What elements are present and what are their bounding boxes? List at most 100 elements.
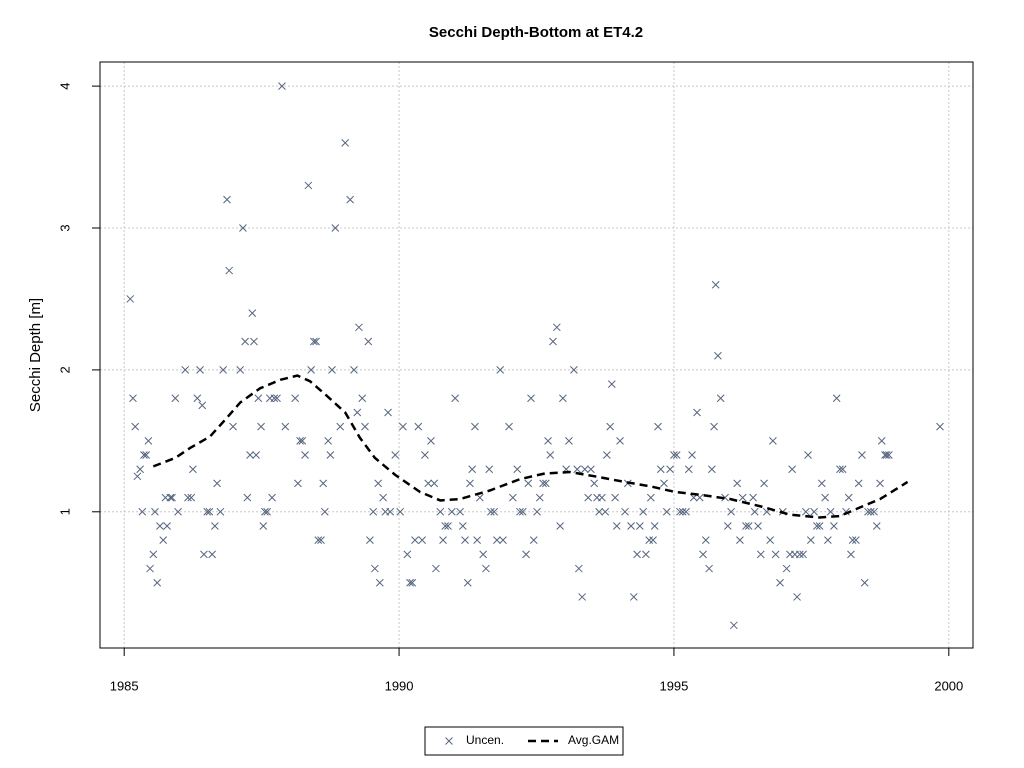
data-point	[830, 522, 838, 530]
data-point	[590, 479, 599, 488]
data-point	[496, 366, 505, 374]
data-point	[821, 493, 829, 502]
data-point	[666, 465, 674, 474]
data-point	[601, 507, 610, 516]
data-point	[341, 139, 350, 147]
data-point	[877, 436, 886, 445]
data-point	[243, 493, 252, 502]
data-point	[203, 507, 212, 516]
x-tick-label: 1995	[659, 678, 688, 693]
data-point	[682, 507, 690, 516]
data-point	[578, 593, 586, 601]
data-point	[430, 479, 439, 488]
data-point	[836, 465, 844, 474]
data-point	[463, 578, 472, 587]
data-point	[541, 479, 550, 488]
data-point	[213, 479, 221, 488]
data-point	[163, 522, 171, 530]
data-point	[817, 479, 826, 488]
data-point	[611, 493, 619, 502]
data-point	[208, 550, 217, 559]
data-point	[714, 351, 722, 360]
data-point	[166, 493, 175, 502]
data-point	[261, 507, 269, 516]
data-point	[539, 479, 547, 488]
data-point	[421, 451, 429, 459]
data-point	[499, 536, 507, 545]
data-point	[171, 394, 180, 403]
data-point	[699, 550, 707, 559]
data-point	[688, 451, 696, 459]
data-point	[727, 507, 735, 516]
data-point	[716, 394, 725, 403]
data-point	[294, 479, 302, 488]
data-point	[225, 266, 234, 275]
data-point	[424, 479, 433, 488]
data-point	[806, 536, 815, 545]
data-point	[263, 507, 271, 516]
data-point	[804, 451, 812, 459]
data-point	[711, 280, 720, 289]
data-point	[598, 493, 606, 502]
data-point	[278, 82, 286, 90]
data-point	[769, 436, 777, 445]
y-tick-label: 2	[57, 366, 72, 373]
data-point	[487, 507, 495, 516]
legend: Uncen. Avg.GAM	[424, 726, 624, 756]
data-point	[441, 522, 450, 530]
data-point	[676, 507, 684, 516]
data-point	[223, 195, 231, 204]
data-point	[513, 465, 522, 474]
legend-label: Avg.GAM	[568, 733, 619, 747]
data-point	[522, 550, 530, 559]
data-point	[168, 493, 176, 502]
data-point	[847, 550, 855, 559]
y-tick-label: 1	[57, 508, 72, 515]
data-point	[336, 422, 345, 431]
data-point	[678, 507, 687, 516]
data-point	[331, 224, 340, 232]
data-point	[358, 394, 367, 403]
data-point	[229, 422, 237, 431]
data-point	[603, 451, 611, 459]
data-point	[524, 479, 533, 488]
data-point	[629, 593, 638, 601]
data-point	[573, 465, 582, 474]
data-point	[535, 493, 544, 502]
data-point	[650, 522, 659, 530]
data-point	[236, 366, 245, 374]
data-point	[364, 337, 373, 346]
data-point	[544, 436, 552, 445]
data-point	[766, 536, 774, 545]
data-point	[312, 337, 320, 346]
data-point	[838, 465, 847, 474]
data-point	[701, 536, 710, 545]
legend-box	[424, 726, 624, 756]
data-point	[852, 536, 860, 545]
data-point	[268, 493, 276, 502]
data-point	[399, 422, 407, 431]
data-point	[281, 422, 290, 431]
trend-line	[152, 374, 909, 519]
data-point	[771, 550, 780, 559]
data-point	[587, 465, 595, 474]
data-point	[408, 578, 417, 587]
data-point	[854, 479, 863, 488]
data-point	[151, 507, 159, 516]
data-point	[461, 536, 469, 545]
data-point	[527, 394, 535, 403]
data-point	[621, 507, 629, 516]
data-point	[304, 181, 313, 190]
data-point	[645, 536, 654, 545]
data-point	[654, 422, 662, 431]
data-point	[788, 465, 796, 474]
data-point	[882, 451, 891, 459]
data-point	[466, 479, 474, 488]
data-point	[627, 522, 635, 530]
data-point	[200, 550, 208, 559]
data-point	[216, 507, 225, 516]
x-tick-label: 1990	[385, 678, 414, 693]
data-point	[432, 564, 440, 573]
data-point	[881, 451, 889, 459]
x-tick-label: 1985	[110, 678, 139, 693]
